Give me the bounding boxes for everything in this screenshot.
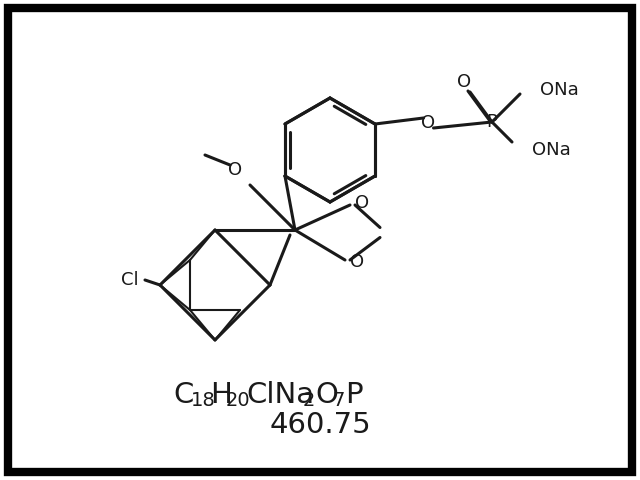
Text: H: H	[210, 381, 232, 409]
Text: ClNa: ClNa	[246, 381, 314, 409]
Text: 18: 18	[191, 392, 216, 410]
Text: 460.75: 460.75	[269, 411, 371, 439]
Text: ONa: ONa	[532, 141, 571, 159]
Text: O: O	[315, 381, 338, 409]
Text: P: P	[486, 113, 497, 131]
Text: 20: 20	[226, 392, 251, 410]
Text: O: O	[422, 114, 436, 132]
Text: O: O	[355, 194, 369, 212]
Text: ONa: ONa	[540, 81, 579, 99]
Text: P: P	[345, 381, 363, 409]
Text: 2: 2	[303, 392, 316, 410]
Text: 7: 7	[332, 392, 344, 410]
Text: Cl: Cl	[121, 271, 139, 289]
Text: O: O	[350, 253, 364, 271]
Text: O: O	[228, 161, 242, 179]
Text: C: C	[173, 381, 193, 409]
Text: O: O	[457, 73, 471, 91]
